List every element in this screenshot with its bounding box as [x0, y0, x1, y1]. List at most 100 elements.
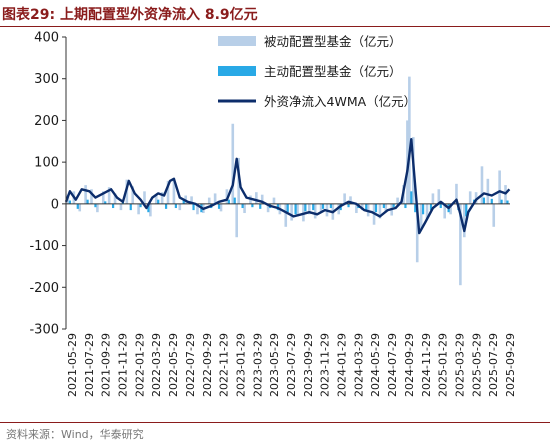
passive-bar: [160, 192, 164, 204]
passive-bar: [172, 177, 176, 204]
active-bar: [392, 203, 395, 208]
active-bar: [465, 203, 468, 217]
active-bar: [241, 203, 244, 209]
passive-bar: [459, 203, 462, 286]
title-rule: [0, 26, 550, 27]
passive-bar: [166, 180, 170, 204]
y-tick-label: -200: [29, 281, 59, 296]
x-tick-label: 2022-11-29: [218, 333, 231, 397]
y-tick-label: 100: [34, 156, 59, 171]
active-bar: [139, 203, 142, 208]
plot-area: [64, 76, 511, 286]
active-bar: [500, 199, 503, 204]
passive-bar: [231, 123, 235, 204]
passive-bar: [196, 203, 199, 215]
active-bar: [259, 203, 262, 209]
passive-bar: [213, 193, 217, 204]
passive-bar: [290, 203, 293, 221]
active-bar: [129, 203, 132, 211]
passive-bar: [266, 203, 270, 213]
y-axis: -300 -200 -100 0 100 200 300 400: [29, 31, 67, 338]
passive-bar: [101, 191, 105, 204]
active-bar: [304, 203, 307, 212]
active-bar: [414, 203, 417, 213]
x-tick-label: 2024-03-29: [352, 333, 365, 397]
passive-bar: [137, 203, 140, 215]
passive-bar: [235, 203, 239, 238]
passive-bar: [308, 203, 311, 215]
x-tick-label: 2023-09-29: [302, 333, 315, 397]
y-tick-label: 300: [34, 72, 59, 87]
active-bar: [490, 198, 493, 204]
passive-bar: [425, 203, 429, 219]
active-bar: [251, 203, 254, 208]
passive-bar: [474, 192, 478, 204]
active-bar: [217, 203, 221, 209]
passive-bar: [219, 203, 223, 212]
active-bar: [429, 203, 433, 211]
passive-bar: [437, 189, 441, 204]
x-tick-label: 2022-07-29: [184, 333, 197, 397]
y-tick-label: -300: [29, 323, 59, 338]
active-bar: [286, 203, 289, 213]
y-tick-label: -100: [29, 239, 59, 254]
passive-bar: [96, 203, 99, 213]
passive-bar: [260, 194, 264, 204]
passive-bar: [190, 196, 193, 204]
passive-bar: [113, 193, 117, 204]
active-bar: [439, 203, 442, 209]
figure-title: 图表29: 上期配置型外资净流入 8.9亿元: [2, 7, 258, 23]
active-bar: [312, 203, 315, 211]
legend-label: 被动配置型基金（亿元）: [264, 34, 402, 49]
x-tick-label: 2025-07-29: [487, 333, 500, 397]
active-bar: [111, 203, 115, 209]
active-bar: [68, 200, 72, 204]
passive-bar: [84, 185, 87, 204]
passive-bar: [443, 203, 446, 219]
x-tick-label: 2021-09-29: [100, 333, 113, 397]
x-tick-label: 2025-03-29: [453, 333, 466, 397]
passive-bar: [255, 192, 258, 204]
passive-bar: [449, 203, 452, 215]
x-tick-label: 2024-05-29: [369, 333, 382, 397]
passive-bar: [378, 203, 382, 219]
passive-bar: [319, 203, 323, 213]
passive-bar: [313, 203, 317, 219]
active-bar: [233, 197, 236, 204]
source-note: 资料来源：Wind，华泰研究: [6, 428, 144, 441]
passive-bar: [272, 197, 276, 204]
passive-bar: [149, 203, 152, 217]
passive-bar: [343, 193, 346, 204]
x-tick-label: 2022-03-29: [150, 333, 163, 397]
passive-bar: [396, 197, 399, 204]
x-tick-label: 2023-11-29: [319, 333, 332, 397]
passive-bar: [492, 203, 496, 227]
passive-bar: [284, 203, 288, 227]
flow-4wma-line: [64, 138, 511, 235]
passive-bar: [337, 203, 341, 215]
legend: 被动配置型基金（亿元） 主动配置型基金（亿元） 外资净流入4WMA（亿元）: [218, 34, 416, 109]
x-tick-label: 2023-03-29: [251, 333, 264, 397]
active-bar: [192, 203, 195, 211]
y-tick-label: 0: [51, 197, 59, 212]
x-tick-label: 2021-05-29: [66, 333, 79, 397]
x-tick-label: 2023-05-29: [268, 333, 281, 397]
x-tick-label: 2023-07-29: [285, 333, 298, 397]
x-tick-label: 2024-01-29: [336, 333, 349, 397]
passive-bar: [463, 203, 466, 238]
active-bar: [404, 203, 407, 209]
x-tick-label: 2022-01-29: [133, 333, 146, 397]
x-tick-label: 2023-01-29: [234, 333, 247, 397]
passive-bar: [360, 203, 364, 211]
passive-bar: [178, 203, 182, 211]
passive-bar: [355, 203, 358, 214]
legend-label: 主动配置型基金（亿元）: [264, 64, 402, 79]
active-bar: [506, 200, 509, 204]
x-tick-label: 2022-05-29: [167, 333, 180, 397]
active-bar: [174, 203, 177, 209]
passive-bar: [207, 197, 211, 204]
passive-bar: [78, 203, 82, 212]
passive-bar: [498, 170, 501, 204]
active-bar: [157, 199, 160, 204]
active-bar: [227, 199, 230, 204]
